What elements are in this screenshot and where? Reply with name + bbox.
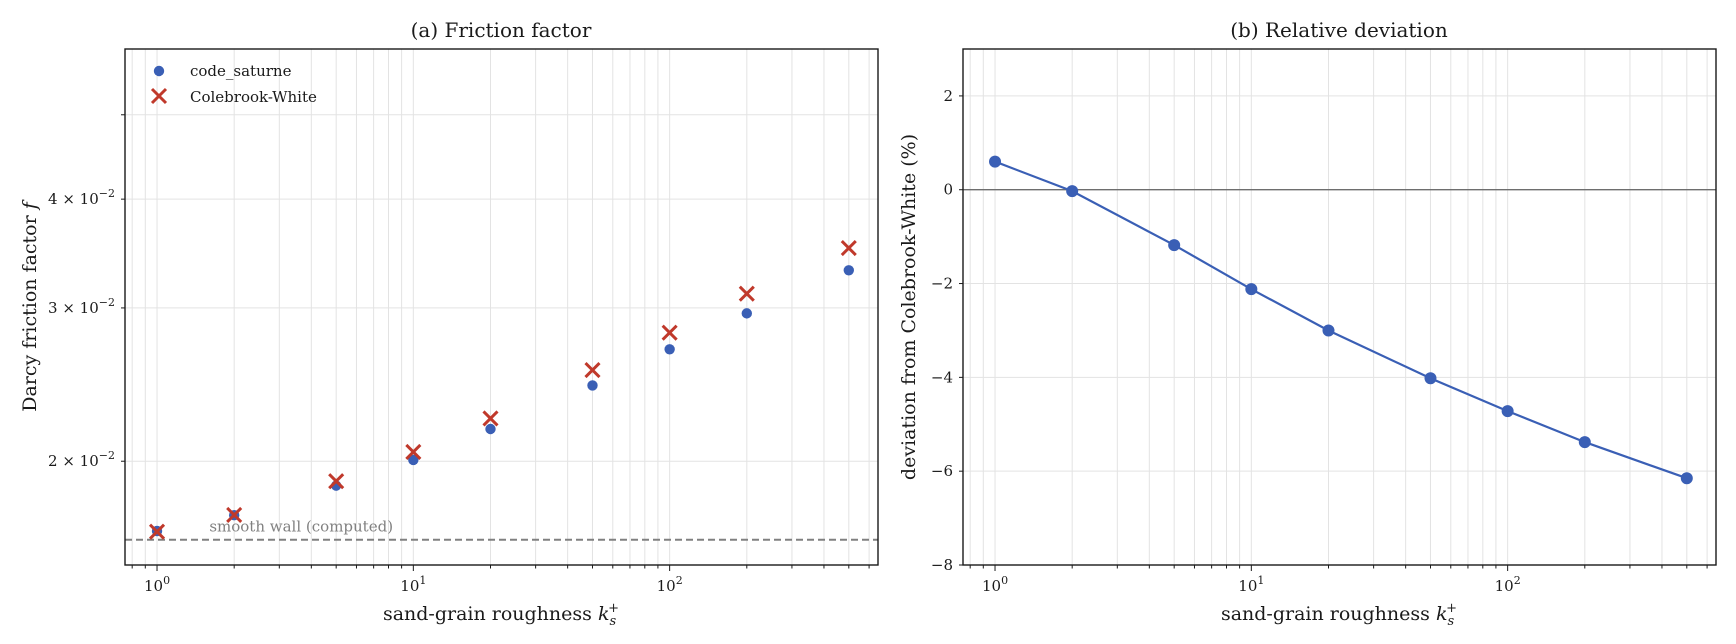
panel-a-x-axis-label: sand-grain roughness ks+ <box>383 601 619 629</box>
colebrook-white-point <box>661 324 678 341</box>
panel-b-marks <box>989 155 1693 485</box>
colebrook-white-point <box>405 443 422 460</box>
panel-a-frame <box>124 48 879 566</box>
deviation-point <box>1424 372 1437 385</box>
panel-b-ticks: 100 101 102 2 0 −2 −4 −6 −8 <box>931 87 1708 595</box>
colebrook-white-point <box>840 239 857 257</box>
panel-b-x-tick-label: 101 <box>1238 574 1264 595</box>
panel-b-y-tick-label: −2 <box>931 275 953 293</box>
code-saturne-point <box>843 265 854 276</box>
panel-a-grid <box>125 49 878 565</box>
legend: code_saturne Colebrook-White <box>150 62 317 106</box>
deviation-point <box>1680 472 1693 485</box>
smooth-wall-annotation: smooth wall (computed) <box>209 518 393 536</box>
panel-b-y-tick-label: −4 <box>931 368 953 386</box>
panel-a-marks <box>148 239 857 540</box>
panel-a-y-tick-label: 4 × 10−2 <box>48 187 115 208</box>
deviation-point <box>1168 239 1181 252</box>
colebrook-white-point <box>226 506 243 524</box>
deviation-point <box>1501 405 1514 418</box>
panel-b-x-tick-label: 100 <box>982 574 1008 595</box>
deviation-line <box>994 160 1688 480</box>
deviation-point <box>1245 283 1258 296</box>
legend-x-marker <box>150 87 168 105</box>
deviation-point <box>1322 324 1335 337</box>
legend-label-colebrook-white: Colebrook-White <box>190 88 317 106</box>
panel-b-x-axis-label: sand-grain roughness ks+ <box>1221 601 1457 629</box>
panel-b-grid <box>963 49 1716 566</box>
panel-b-y-tick-label: 0 <box>943 181 953 199</box>
panel-b-x-tick-label: 102 <box>1495 574 1521 595</box>
panel-a-reference: smooth wall (computed) <box>125 518 878 541</box>
panel-b-y-axis-label: deviation from Colebrook-White (%) <box>898 134 920 480</box>
panel-b-y-tick-label: −8 <box>931 556 953 574</box>
panel-a-y-tick-label: 2 × 10−2 <box>48 449 115 470</box>
legend-circle-marker <box>153 65 165 77</box>
legend-label-code-saturne: code_saturne <box>190 62 292 80</box>
panel-b-frame <box>962 48 1717 566</box>
panel-a-title: (a) Friction factor <box>411 18 592 42</box>
deviation-point <box>1066 185 1079 198</box>
colebrook-white-point <box>148 523 166 540</box>
panel-a-ticks: 100 101 102 2 × 10−2 3 × 10−2 4 × 10−2 <box>48 114 870 595</box>
colebrook-white-point <box>584 362 601 379</box>
code-saturne-point <box>408 454 419 466</box>
colebrook-white-point <box>738 285 755 302</box>
panel-relative-deviation: 100 101 102 2 0 −2 −4 −6 −8 (b) Relative deviati… <box>898 18 1717 629</box>
panel-b-title: (b) Relative deviation <box>1230 18 1448 42</box>
colebrook-white-point <box>482 410 499 427</box>
panel-b-y-tick-label: 2 <box>943 87 953 105</box>
panel-a-y-axis-label: Darcy friction factor f <box>19 199 41 412</box>
colebrook-white-point <box>328 473 345 490</box>
deviation-point <box>1578 436 1591 449</box>
code-saturne-point <box>664 344 675 355</box>
panel-b-y-tick-label: −6 <box>931 462 953 480</box>
panel-friction-factor: smooth wall (computed) 100 101 102 2 × 10−2… <box>19 18 879 629</box>
deviation-point <box>989 155 1002 168</box>
panel-a-y-tick-label: 3 × 10−2 <box>48 296 115 317</box>
code-saturne-point <box>587 380 598 391</box>
panel-a-x-tick-label: 101 <box>400 574 426 595</box>
panel-a-x-tick-label: 102 <box>657 574 683 595</box>
code-saturne-point <box>485 423 496 435</box>
panel-a-x-tick-label: 100 <box>144 574 170 595</box>
code-saturne-point <box>741 308 752 319</box>
